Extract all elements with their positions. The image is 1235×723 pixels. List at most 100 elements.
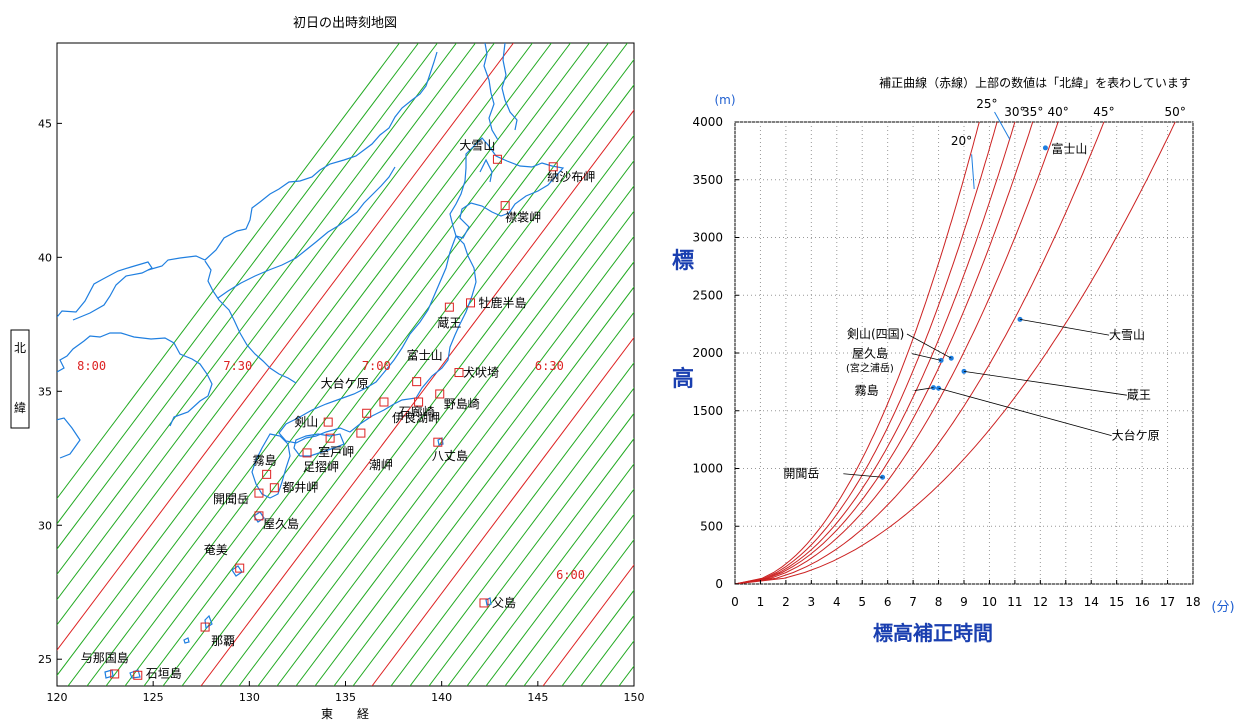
correction-curves <box>734 121 1176 585</box>
isochrone-minor <box>124 43 609 686</box>
peak-leader <box>938 387 1112 437</box>
place-marker <box>479 598 489 608</box>
isochrone-minor <box>523 538 634 686</box>
isochrone-minor <box>67 43 552 686</box>
y-tick-label: 2500 <box>692 288 723 302</box>
coastlines <box>57 43 565 679</box>
x-tick-label: 17 <box>1160 595 1175 609</box>
lon-tick-label: 150 <box>624 691 645 704</box>
peak-leader <box>914 387 934 391</box>
place-marker <box>454 368 464 378</box>
y-tick-label: 2000 <box>692 346 723 360</box>
isochrone-minor <box>143 43 628 686</box>
y-axis-label-char-2: 高 <box>672 366 694 392</box>
latitude-label: 40° <box>1048 105 1069 119</box>
isochrone-minor <box>390 361 634 686</box>
isochrone-major <box>542 564 634 686</box>
peak-label: 富士山 <box>1051 141 1087 156</box>
lon-tick-label: 135 <box>335 691 356 704</box>
x-axis-label: 標高補正時間 <box>873 621 993 645</box>
place-label: 石垣島 <box>146 665 182 680</box>
place-label: 足摺岬 <box>303 459 339 474</box>
time-label: 7:00 <box>362 359 391 373</box>
x-unit-label: (分) <box>1211 600 1234 615</box>
latitude-label: 25° <box>976 97 997 111</box>
x-tick-label: 2 <box>782 595 790 609</box>
isochrone-minor <box>485 488 634 686</box>
place-label: 八丈島 <box>432 448 468 463</box>
y-tick-label: 3000 <box>692 231 723 245</box>
isochrone-minor <box>276 210 634 686</box>
x-tick-label: 3 <box>808 595 816 609</box>
time-label: 7:30 <box>223 359 252 373</box>
chart-grid <box>734 121 1194 585</box>
x-tick-label: 4 <box>833 595 841 609</box>
x-tick-label: 6 <box>884 595 892 609</box>
place-marker <box>110 669 120 679</box>
place-label: 都井岬 <box>282 481 318 495</box>
time-label: 6:00 <box>556 568 585 582</box>
x-tick-label: 12 <box>1033 595 1048 609</box>
peak-leader <box>843 473 883 478</box>
place-label: 剣山 <box>294 415 318 429</box>
peak-label: 大雪山 <box>1109 328 1145 342</box>
latitude-label: 45° <box>1093 105 1114 119</box>
correction-curve <box>734 121 1016 585</box>
isochrone-major <box>200 109 634 686</box>
place-marker <box>500 201 510 211</box>
place-marker <box>235 563 245 573</box>
place-label: 犬吠埼 <box>463 366 499 380</box>
lat-tick-label: 40 <box>38 251 52 264</box>
latitude-label: 20° <box>951 134 972 148</box>
latitude-label: 30° <box>1004 105 1025 119</box>
place-label: 納沙布岬 <box>547 170 595 184</box>
lat-axis-label-char-1: 北 <box>14 341 26 355</box>
x-tick-label: 11 <box>1007 595 1022 609</box>
place-label: 富士山 <box>407 348 443 363</box>
peak-leader <box>906 333 952 359</box>
lat-tick-label: 35 <box>38 385 52 398</box>
isochrone-lines <box>57 43 634 686</box>
latitude-leader <box>971 154 975 190</box>
x-tick-label: 5 <box>858 595 866 609</box>
peak-sublabel: (宮之浦岳) <box>846 362 894 375</box>
isochrone-minor <box>409 387 634 686</box>
lon-tick-label: 130 <box>239 691 260 704</box>
lon-axis-label: 東 経 <box>321 707 369 721</box>
y-tick-label: 1000 <box>692 462 723 476</box>
x-tick-label: 0 <box>731 595 739 609</box>
lon-tick-label: 125 <box>143 691 164 704</box>
isochrone-minor <box>238 159 634 686</box>
y-tick-label: 0 <box>715 577 723 591</box>
isochrone-minor <box>57 43 495 626</box>
peak-label: 屋久島 <box>852 346 888 361</box>
place-label: 大台ケ原 <box>321 375 369 390</box>
isochrone-minor <box>428 412 634 686</box>
isochrone-major <box>57 43 514 651</box>
place-label: 蔵王 <box>437 316 461 330</box>
map-plot: 8:00 7:30 7:00 6:30 6:00 大雪山納沙布岬襟裳岬牡鹿半島蔵王富士山… <box>38 42 645 704</box>
place-marker <box>362 408 372 418</box>
y-axis-label-char-1: 標 <box>672 249 694 274</box>
correction-curve <box>734 121 980 585</box>
place-label: 石廊崎 <box>399 404 435 419</box>
isochrone-minor <box>181 84 634 686</box>
place-marker <box>433 437 443 447</box>
x-tick-label: 1 <box>757 595 765 609</box>
x-tick-label: 8 <box>935 595 943 609</box>
x-tick-label: 9 <box>960 595 968 609</box>
time-label: 6:30 <box>535 359 564 373</box>
place-marker <box>200 622 210 632</box>
place-label: 霧島 <box>253 452 277 467</box>
peak-leader <box>963 370 1127 396</box>
peak-label: 剣山(四国) <box>847 327 904 341</box>
peak-label: 蔵王 <box>1127 388 1151 402</box>
y-tick-label: 1500 <box>692 404 723 418</box>
place-label: 伊良湖岬 <box>392 410 440 425</box>
isochrone-minor <box>333 286 634 686</box>
lat-tick-label: 45 <box>38 117 52 130</box>
place-label: 室戸岬 <box>318 444 354 459</box>
y-tick-label: 3500 <box>692 173 723 187</box>
lon-tick-label: 120 <box>47 691 68 704</box>
